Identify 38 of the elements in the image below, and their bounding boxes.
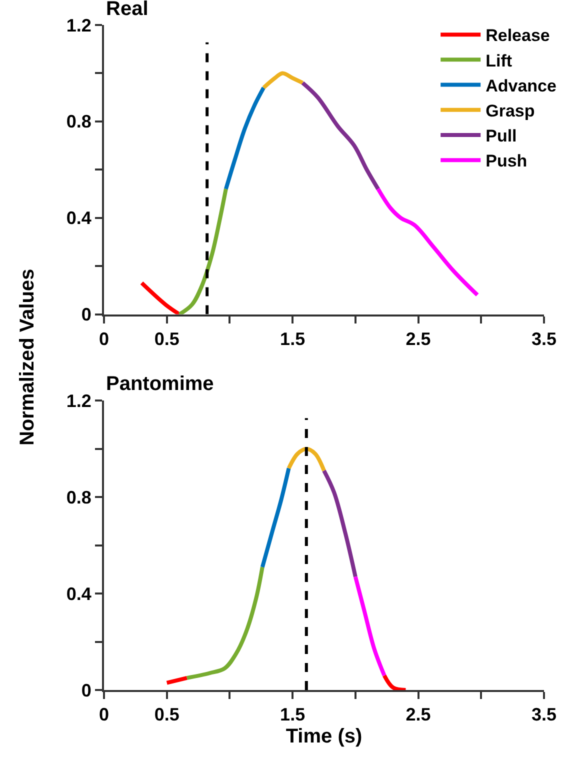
legend-label: Release: [486, 26, 550, 46]
x-tick-label: 0: [98, 704, 110, 725]
line-series: [184, 565, 264, 680]
legend-label: Lift: [486, 51, 512, 70]
y-tick-label: 0.8: [66, 487, 92, 508]
line-series: [353, 574, 386, 678]
y-tick-label: 1.2: [66, 15, 92, 36]
legend-label: Pull: [486, 126, 517, 146]
line-series: [286, 446, 326, 473]
y-tick-label: 0.8: [66, 112, 92, 132]
x-tick-label: 3.5: [531, 328, 557, 349]
y-axis-title: Normalized Values: [16, 268, 38, 446]
line-series: [300, 80, 380, 191]
x-tick-label: 2.5: [406, 328, 431, 349]
x-tick-label: 0: [98, 328, 110, 349]
y-tick-label: 0: [81, 304, 92, 325]
legend-label: Grasp: [486, 102, 535, 120]
line-series: [322, 468, 358, 579]
chart-title: Real: [106, 0, 148, 20]
y-tick-label: 1.2: [66, 391, 92, 412]
legend-label: Advance: [486, 76, 556, 96]
x-tick-label: 2.5: [406, 704, 431, 725]
line-series: [224, 86, 266, 191]
x-axis-title: Time (s): [286, 726, 362, 748]
x-tick-label: 0.5: [154, 704, 180, 725]
line-series: [376, 186, 480, 297]
y-tick-label: 0: [81, 680, 92, 700]
chart-title: Pantomime: [106, 373, 214, 395]
x-tick-label: 0.5: [154, 328, 180, 349]
line-series: [260, 466, 291, 570]
line-series: [262, 71, 305, 90]
line-series: [177, 186, 228, 314]
x-tick-label: 1.5: [280, 704, 306, 725]
y-tick-label: 0.4: [66, 584, 92, 604]
x-tick-label: 1.5: [280, 328, 306, 349]
legend-label: Push: [486, 152, 528, 171]
y-tick-label: 0.4: [66, 208, 92, 228]
x-tick-label: 3.5: [531, 704, 557, 725]
